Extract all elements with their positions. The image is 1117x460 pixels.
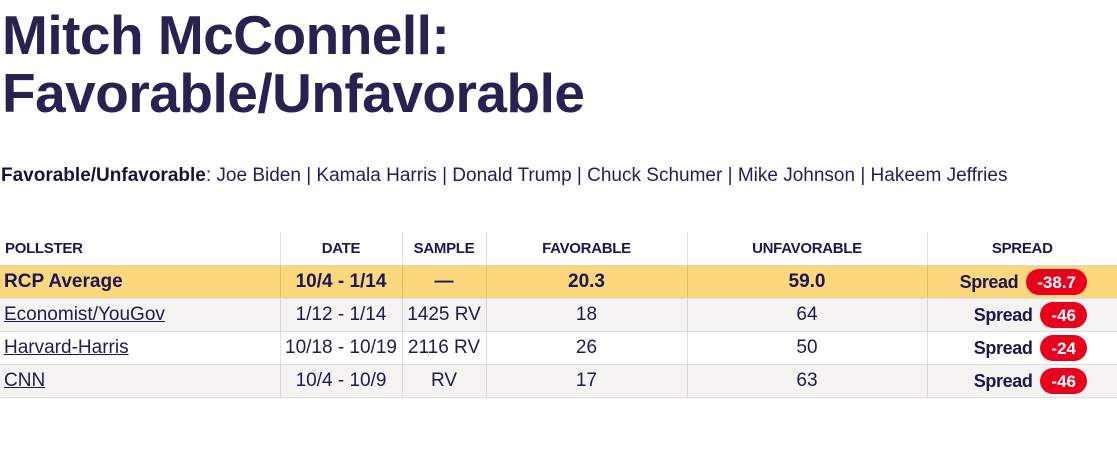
spread-cell: Spread -46 <box>926 364 1117 399</box>
subnav-separator: | <box>722 164 738 186</box>
table-row-economist-yougov: Economist/YouGov 1/12 - 1/14 1425 RV 18 … <box>0 298 1117 333</box>
sample-cell: 2116 RV <box>401 331 486 366</box>
spread-label: Spread <box>973 304 1033 325</box>
pollster-link[interactable]: Harvard-Harris <box>4 337 129 359</box>
column-header-sample: SAMPLE <box>401 231 486 267</box>
unfavorable-cell: 63 <box>686 364 927 399</box>
sample-cell: — <box>401 265 486 300</box>
column-header-date: DATE <box>279 231 402 267</box>
column-header-spread: SPREAD <box>926 231 1117 267</box>
subnav-link-kamala-harris[interactable]: Kamala Harris <box>316 164 437 186</box>
spread-value-badge: -46 <box>1040 368 1087 395</box>
column-header-unfavorable: UNFAVORABLE <box>686 231 927 267</box>
unfavorable-cell: 59.0 <box>686 265 927 300</box>
spread-value-badge: -24 <box>1040 335 1087 362</box>
table-row-harvard-harris: Harvard-Harris 10/18 - 10/19 2116 RV 26 … <box>0 331 1117 366</box>
page-title: Mitch McConnell: Favorable/Unfavorable <box>2 4 585 125</box>
subnav-separator: | <box>855 164 871 186</box>
spread-label: Spread <box>973 370 1033 391</box>
date-cell: 10/4 - 1/14 <box>279 265 402 300</box>
sample-cell: RV <box>401 364 486 399</box>
unfavorable-cell: 50 <box>686 331 927 366</box>
subnav-link-donald-trump[interactable]: Donald Trump <box>452 164 572 186</box>
spread-value-badge: -38.7 <box>1026 269 1087 296</box>
table-row-rcp-average: RCP Average 10/4 - 1/14 — 20.3 59.0 Spre… <box>0 265 1117 300</box>
table-header-row: POLLSTER DATE SAMPLE FAVORABLE UNFAVORAB… <box>0 231 1117 267</box>
unfavorable-cell: 64 <box>686 298 927 333</box>
spread-cell: Spread -38.7 <box>926 265 1117 300</box>
column-header-favorable: FAVORABLE <box>485 231 687 267</box>
date-cell: 10/4 - 10/9 <box>279 364 402 399</box>
pollster-cell: Harvard-Harris <box>0 331 280 366</box>
pollster-cell: RCP Average <box>0 265 280 300</box>
pollster-cell: Economist/YouGov <box>0 298 280 333</box>
subnav-link-mike-johnson[interactable]: Mike Johnson <box>737 164 856 186</box>
pollster-name: RCP Average <box>4 271 123 293</box>
subnav-separator: | <box>436 164 453 186</box>
favorable-cell: 26 <box>485 331 687 366</box>
subnav-colon: : <box>205 164 217 186</box>
pollster-link[interactable]: Economist/YouGov <box>4 304 165 326</box>
subnav-link-hakeem-jeffries[interactable]: Hakeem Jeffries <box>870 164 1008 186</box>
spread-value-badge: -46 <box>1040 302 1087 329</box>
column-header-pollster: POLLSTER <box>0 231 280 267</box>
favorable-cell: 20.3 <box>485 265 687 300</box>
spread-cell: Spread -24 <box>926 331 1117 366</box>
table-row-cnn: CNN 10/4 - 10/9 RV 17 63 Spread -46 <box>0 364 1117 399</box>
pollster-cell: CNN <box>0 364 280 399</box>
subnav-category-label: Favorable/Unfavorable <box>1 164 206 186</box>
sample-cell: 1425 RV <box>401 298 486 333</box>
date-cell: 10/18 - 10/19 <box>279 331 402 366</box>
spread-cell: Spread -46 <box>926 298 1117 333</box>
subnav-separator: | <box>300 164 317 186</box>
related-topics-nav: Favorable/Unfavorable: Joe Biden | Kamal… <box>1 165 1117 187</box>
date-cell: 1/12 - 1/14 <box>279 298 402 333</box>
spread-label: Spread <box>973 337 1033 358</box>
subnav-link-joe-biden[interactable]: Joe Biden <box>216 164 301 186</box>
favorable-cell: 18 <box>485 298 687 333</box>
pollster-link[interactable]: CNN <box>4 370 46 392</box>
subnav-separator: | <box>571 164 588 186</box>
spread-label: Spread <box>959 271 1019 292</box>
favorable-cell: 17 <box>485 364 687 399</box>
subnav-link-chuck-schumer[interactable]: Chuck Schumer <box>587 164 723 186</box>
page: Mitch McConnell: Favorable/Unfavorable F… <box>0 4 1117 399</box>
polls-table: POLLSTER DATE SAMPLE FAVORABLE UNFAVORAB… <box>0 231 1117 399</box>
